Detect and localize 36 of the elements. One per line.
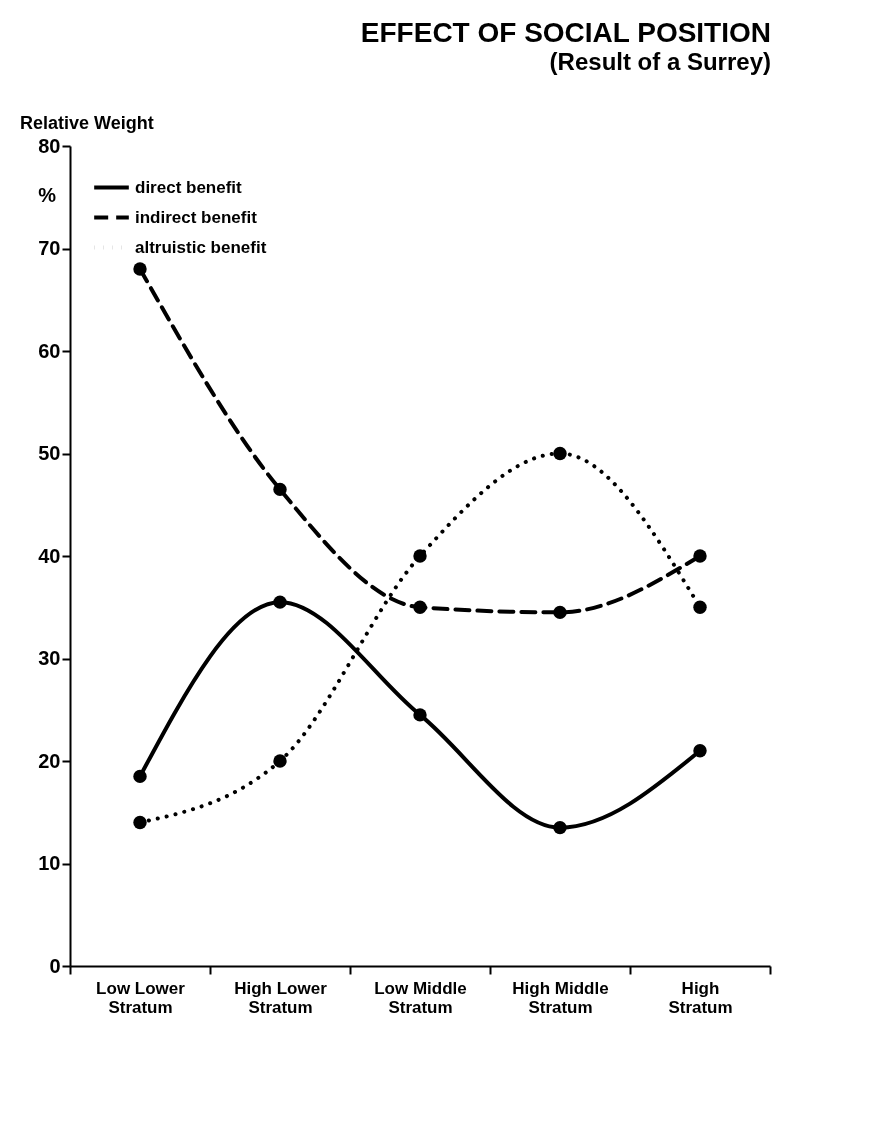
y-tick-label: 20 [38, 749, 61, 772]
x-tick-label: Low Middle Stratum [374, 978, 467, 1017]
x-tick-label: High Middle Stratum [512, 978, 609, 1017]
y-tick-label: 30 [38, 647, 61, 669]
point [413, 600, 427, 614]
point [553, 605, 567, 620]
point [553, 446, 567, 461]
point [273, 754, 287, 768]
point [273, 595, 287, 609]
y-tick-label: 70 [38, 237, 61, 259]
chart-title: EFFECT OF SOCIAL POSITION [360, 17, 771, 48]
y-tick-label: 40 [38, 544, 61, 567]
point [133, 815, 147, 830]
legend-label: indirect benefit [135, 207, 258, 227]
y-tick-label: 60 [38, 339, 61, 362]
x-tick-label: High Stratum [668, 978, 733, 1017]
y-tick-label: 0 [49, 954, 61, 977]
y-axis-title: Relative Weight [20, 113, 154, 133]
legend-label: altruistic benefit [135, 237, 267, 257]
point [413, 549, 427, 563]
x-tick-label: High Lower Stratum [234, 978, 328, 1017]
point [693, 600, 707, 614]
point [693, 744, 707, 758]
chart-subtitle: (Result of a Surrey) [549, 48, 771, 75]
text: % [38, 184, 57, 206]
y-tick-label: 10 [38, 852, 61, 874]
point [133, 769, 147, 784]
legend-label: direct benefit [135, 177, 243, 197]
point [273, 482, 287, 497]
point [553, 820, 567, 835]
y-tick-label: 80 [38, 134, 61, 157]
x-tick-label: Low Lower Stratum [96, 978, 186, 1017]
point [693, 549, 707, 563]
point [413, 708, 427, 722]
point [133, 262, 147, 276]
y-tick-label: 50 [38, 442, 61, 464]
